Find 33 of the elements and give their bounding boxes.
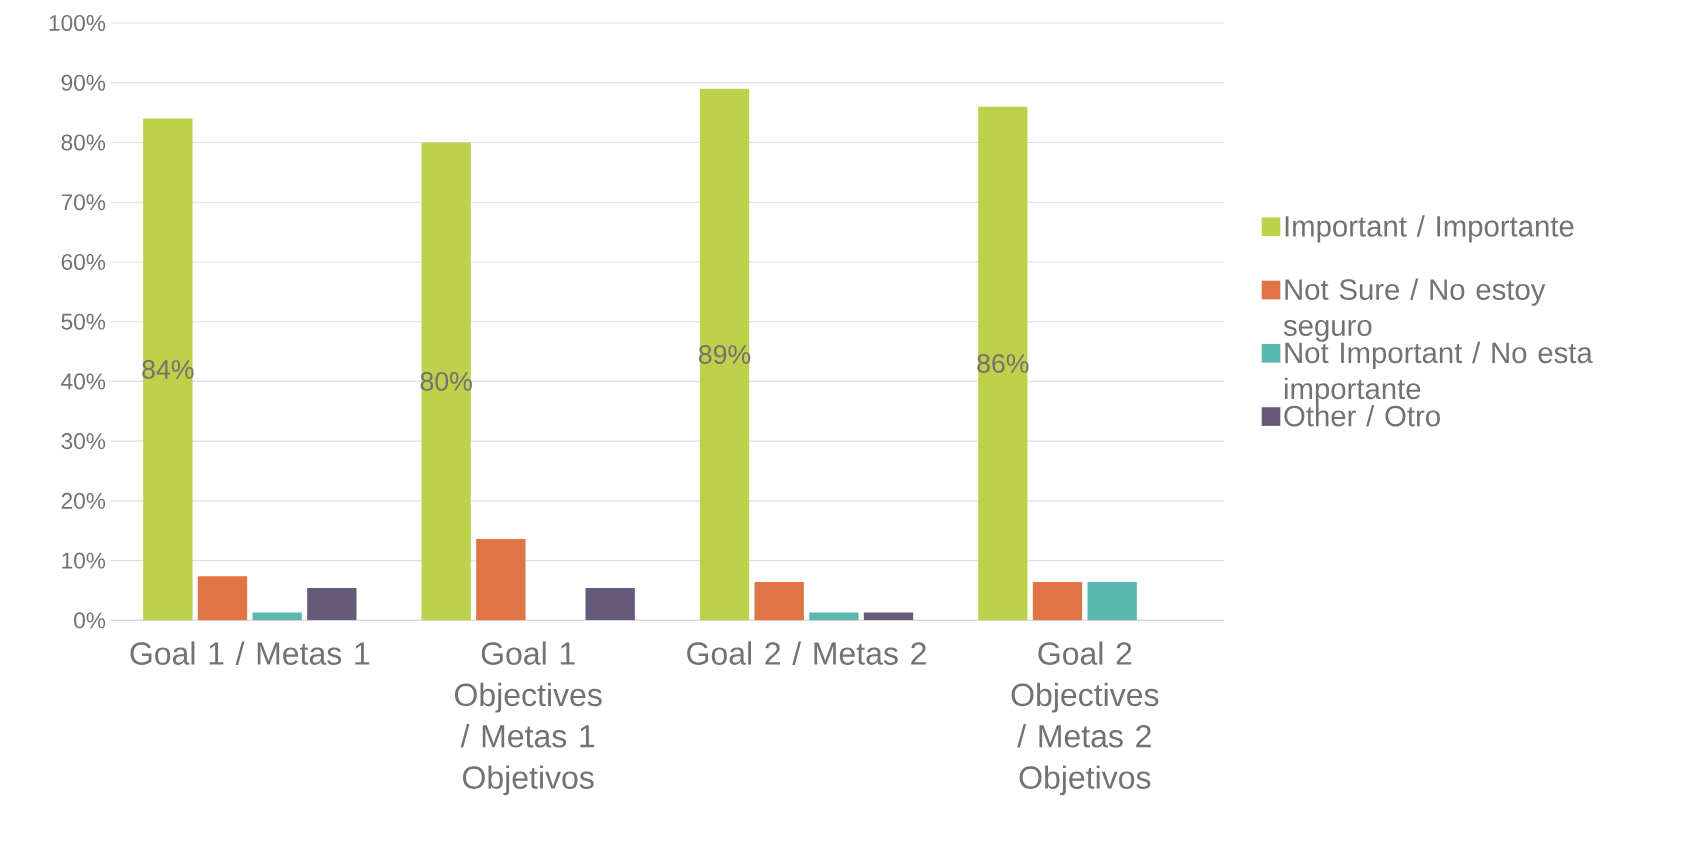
y-tick-label: 0% (74, 612, 106, 629)
y-tick-label: 20% (61, 492, 106, 509)
y-tick-label: 40% (61, 373, 106, 390)
legend-label: Important / Importante (1285, 215, 1574, 243)
y-tick-label: 80% (61, 134, 106, 151)
bar (143, 118, 193, 621)
y-tick-label: 70% (61, 194, 106, 211)
bar (978, 106, 1028, 621)
y-tick-label: 60% (61, 253, 106, 270)
bar (754, 582, 804, 621)
x-tick-label: Goal 2 / Metas 2 (687, 641, 926, 665)
y-tick-label: 50% (61, 313, 106, 330)
bar (863, 612, 914, 621)
y-tick-label: 90% (61, 74, 106, 91)
x-tick-label: Goal 1 Objectives / Metas 1 Objetivos (454, 641, 602, 796)
x-tick-label: Goal 1 / Metas 1 (130, 641, 370, 665)
bar (1032, 582, 1083, 621)
bar (699, 88, 750, 621)
bar (421, 142, 471, 621)
legend-label: Not Sure / No estoy seguro (1283, 278, 1546, 342)
bar (197, 576, 248, 621)
y-tick-label: 10% (62, 552, 106, 569)
bar (1087, 582, 1137, 621)
legend-label: Not Important / No esta importante (1284, 341, 1593, 406)
y-tick-label: 100% (49, 14, 106, 32)
bar (585, 588, 635, 621)
x-tick-label: Goal 2 Objectives / Metas 2 Objetivos (1011, 641, 1159, 796)
bar (307, 588, 357, 621)
legend-label: Other / Otro (1284, 404, 1440, 427)
y-tick-label: 30% (61, 433, 106, 450)
bar (476, 539, 526, 621)
bar (252, 612, 302, 621)
bar (809, 612, 859, 621)
